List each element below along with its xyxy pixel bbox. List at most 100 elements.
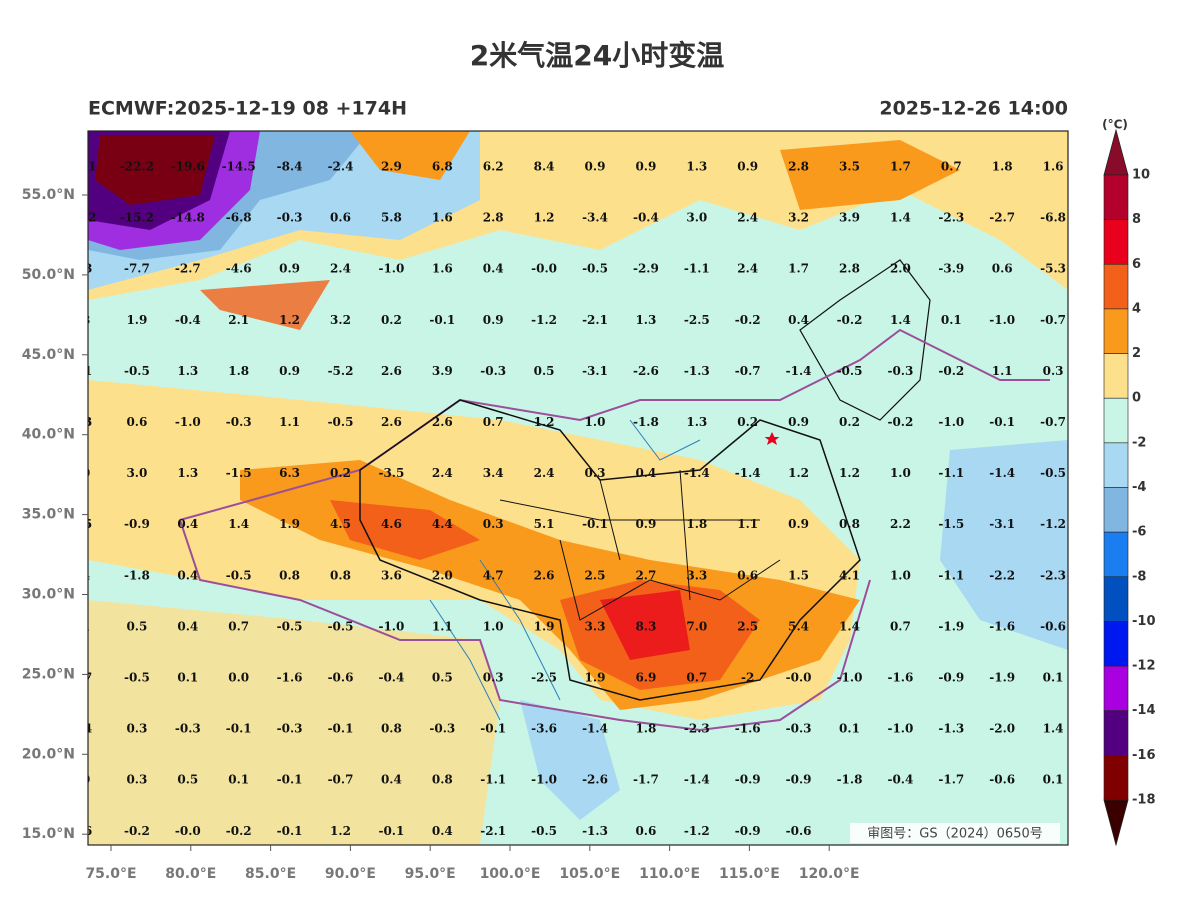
grid-value: 1.0 [585, 415, 606, 429]
grid-value: 0.6 [126, 415, 147, 429]
colorbar-label: -10 [1132, 614, 1156, 629]
grid-value: 0.7 [890, 619, 911, 633]
lon-label: 100.0°E [480, 866, 541, 882]
grid-value: 0.7 [483, 415, 504, 429]
grid-value: -1.3 [684, 364, 710, 378]
colorbar-unit: (°C) [1102, 118, 1128, 132]
lat-label: 45.0°N [22, 347, 75, 363]
grid-value: -0.5 [328, 415, 354, 429]
grid-value: 0.9 [279, 262, 300, 276]
lat-label: 35.0°N [22, 507, 75, 523]
grid-value: -1.0 [887, 722, 913, 736]
grid-value: -1.7 [938, 773, 964, 787]
grid-value: -0.1 [378, 824, 404, 838]
grid-value: 1.9 [585, 671, 606, 685]
grid-value: 6.9 [635, 671, 656, 685]
grid-value: 3.2 [76, 211, 97, 225]
grid-value: 3.2 [788, 211, 809, 225]
grid-value: 0.9 [585, 160, 606, 174]
colorbar-box [1103, 263, 1129, 310]
grid-value: -1.4 [684, 773, 710, 787]
grid-value: -0.9 [735, 824, 761, 838]
grid-value: 1.3 [686, 160, 707, 174]
grid-value: 2.4 [737, 262, 758, 276]
grid-value: 0.7 [686, 671, 707, 685]
grid-value: -1.3 [582, 824, 608, 838]
grid-value: -0.9 [124, 517, 150, 531]
grid-value: 0.6 [635, 824, 656, 838]
colorbar-label: 6 [1132, 257, 1141, 272]
grid-value: 0.3 [585, 466, 606, 480]
grid-value: -5.2 [328, 364, 354, 378]
grid-value: -0.4 [378, 671, 404, 685]
grid-value: -1.6 [989, 619, 1015, 633]
grid-value: 1.8 [992, 160, 1013, 174]
grid-value: -1.1 [938, 568, 964, 582]
grid-value: 7.0 [686, 619, 707, 633]
grid-value: -0.2 [938, 364, 964, 378]
grid-value: -3.4 [582, 211, 608, 225]
grid-value: -0.3 [226, 415, 252, 429]
grid-value: -1.5 [938, 517, 964, 531]
grid-value: 5.1 [534, 517, 555, 531]
lon-label: 120.0°E [799, 866, 860, 882]
grid-value: 8.4 [534, 160, 555, 174]
grid-value: 0.3 [483, 517, 504, 531]
grid-value: -1.6 [277, 671, 303, 685]
colorbar-box [1103, 308, 1129, 354]
grid-value: 1.1 [279, 415, 300, 429]
grid-value: -3.6 [531, 722, 557, 736]
grid-value: 1.2 [279, 313, 300, 327]
grid-value: 1.5 [788, 568, 809, 582]
grid-value: 5.4 [788, 619, 809, 633]
grid-value: -0.5 [531, 824, 557, 838]
grid-value: 1.2 [534, 211, 555, 225]
grid-value: -0.2 [226, 824, 252, 838]
grid-value: 1.3 [635, 313, 656, 327]
grid-value: -0.1 [989, 415, 1015, 429]
grid-value: -1.0 [378, 619, 404, 633]
grid-value: -1.8 [633, 415, 659, 429]
grid-value: -0.7 [735, 364, 761, 378]
grid-value: -0.4 [175, 313, 201, 327]
grid-value: -14.8 [171, 211, 205, 225]
grid-value: -4.6 [226, 262, 252, 276]
grid-value: 1.2 [839, 466, 860, 480]
colorbar-box [1103, 531, 1129, 578]
grid-value: 0.7 [941, 160, 962, 174]
grid-value: -0.7 [1040, 415, 1066, 429]
grid-value: -0.6 [1040, 619, 1066, 633]
colorbar-label: 2 [1132, 346, 1141, 361]
lon-label: 95.0°E [405, 866, 456, 882]
grid-value: 4.1 [839, 568, 860, 582]
grid-value: -2.2 [989, 568, 1015, 582]
grid-value: 2.7 [635, 568, 656, 582]
grid-value: 0.4 [483, 262, 504, 276]
lon-label: 115.0°E [719, 866, 780, 882]
grid-value: -0.0 [531, 262, 557, 276]
grid-value: 0.4 [177, 517, 198, 531]
grid-value: 3.0 [686, 211, 707, 225]
lon-label: 75.0°E [85, 866, 136, 882]
colorbar-box [1103, 710, 1129, 756]
grid-value: 4 [82, 568, 90, 582]
grid-value: 2.6 [432, 415, 453, 429]
grid-value: -1.0 [378, 262, 404, 276]
grid-value: 1.3 [177, 466, 198, 480]
grid-value: 3.4 [483, 466, 504, 480]
grid-value: 2.0 [432, 568, 453, 582]
grid-value: -0.1 [328, 722, 354, 736]
lat-label: 15.0°N [22, 826, 75, 842]
grid-value: 2.9 [381, 160, 402, 174]
grid-value: -15.2 [120, 211, 154, 225]
grid-value: -0.1 [226, 722, 252, 736]
grid-value: 0.1 [1043, 773, 1064, 787]
grid-value: -2.6 [633, 364, 659, 378]
grid-value: 1.4 [839, 619, 860, 633]
grid-value: -1.1 [938, 466, 964, 480]
grid-value: -0.3 [429, 722, 455, 736]
grid-value: -2.5 [531, 671, 557, 685]
grid-value: -1.4 [735, 466, 761, 480]
grid-value: 0.4 [635, 466, 656, 480]
grid-value: 5.8 [381, 211, 402, 225]
